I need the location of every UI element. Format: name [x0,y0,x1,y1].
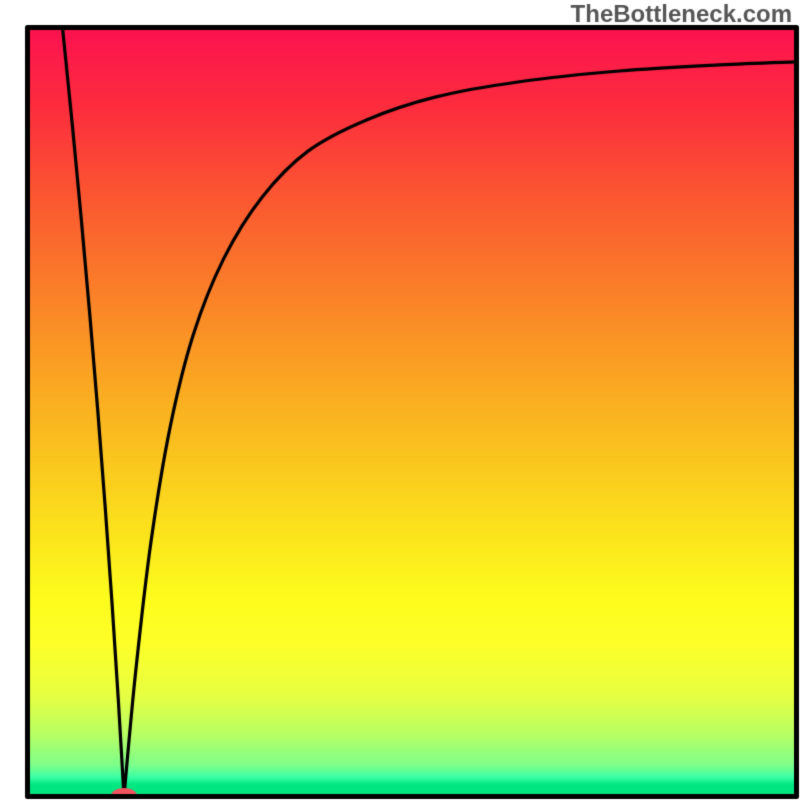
chart-canvas [0,0,800,800]
bottleneck-chart [0,0,800,800]
